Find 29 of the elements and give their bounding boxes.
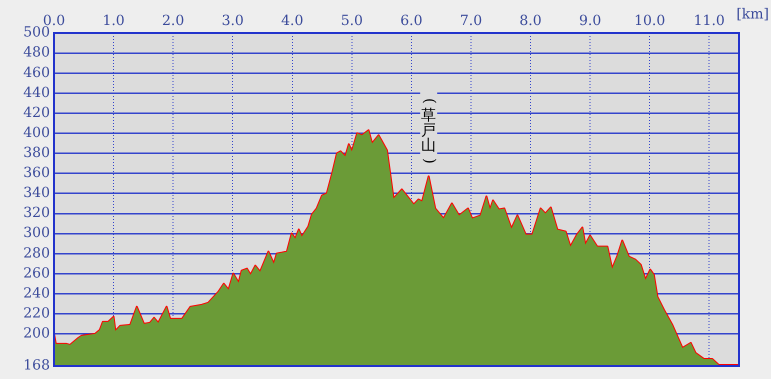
x-tick-label: 3.0 bbox=[222, 13, 244, 30]
y-tick-label: 168 bbox=[23, 358, 50, 374]
y-tick-label: 260 bbox=[23, 265, 50, 282]
y-tick-label: 460 bbox=[23, 64, 50, 81]
x-tick-label: 4.0 bbox=[281, 13, 304, 30]
y-tick-label: 320 bbox=[23, 205, 50, 222]
x-tick-label: 11.0 bbox=[694, 13, 725, 30]
y-tick-label: 360 bbox=[23, 165, 50, 182]
y-tick-label: 480 bbox=[23, 44, 50, 61]
y-tick-label: 220 bbox=[23, 305, 50, 322]
y-tick-label: 300 bbox=[23, 225, 50, 242]
x-tick-label: 8.0 bbox=[519, 13, 542, 30]
y-tick-label: 420 bbox=[23, 104, 50, 121]
annotation: (草戸山) bbox=[420, 98, 439, 164]
x-axis-title: [km] bbox=[736, 6, 769, 23]
x-tick-label: 6.0 bbox=[400, 13, 423, 30]
y-tick-label: 200 bbox=[23, 326, 50, 342]
y-tick-label: 340 bbox=[23, 185, 50, 202]
x-tick-label: 7.0 bbox=[460, 13, 482, 30]
x-tick-label: 2.0 bbox=[162, 13, 184, 30]
y-tick-label: 440 bbox=[23, 84, 50, 101]
y-tick-label: 280 bbox=[23, 245, 50, 262]
x-tick-label: 5.0 bbox=[340, 13, 363, 30]
y-tick-label: 380 bbox=[23, 145, 50, 161]
x-tick-label: 9.0 bbox=[578, 13, 602, 30]
y-tick-label: 400 bbox=[23, 124, 50, 141]
x-tick-label: 10.0 bbox=[634, 13, 666, 30]
y-tick-label: 240 bbox=[23, 285, 50, 302]
x-tick-label: 1.0 bbox=[102, 13, 125, 30]
